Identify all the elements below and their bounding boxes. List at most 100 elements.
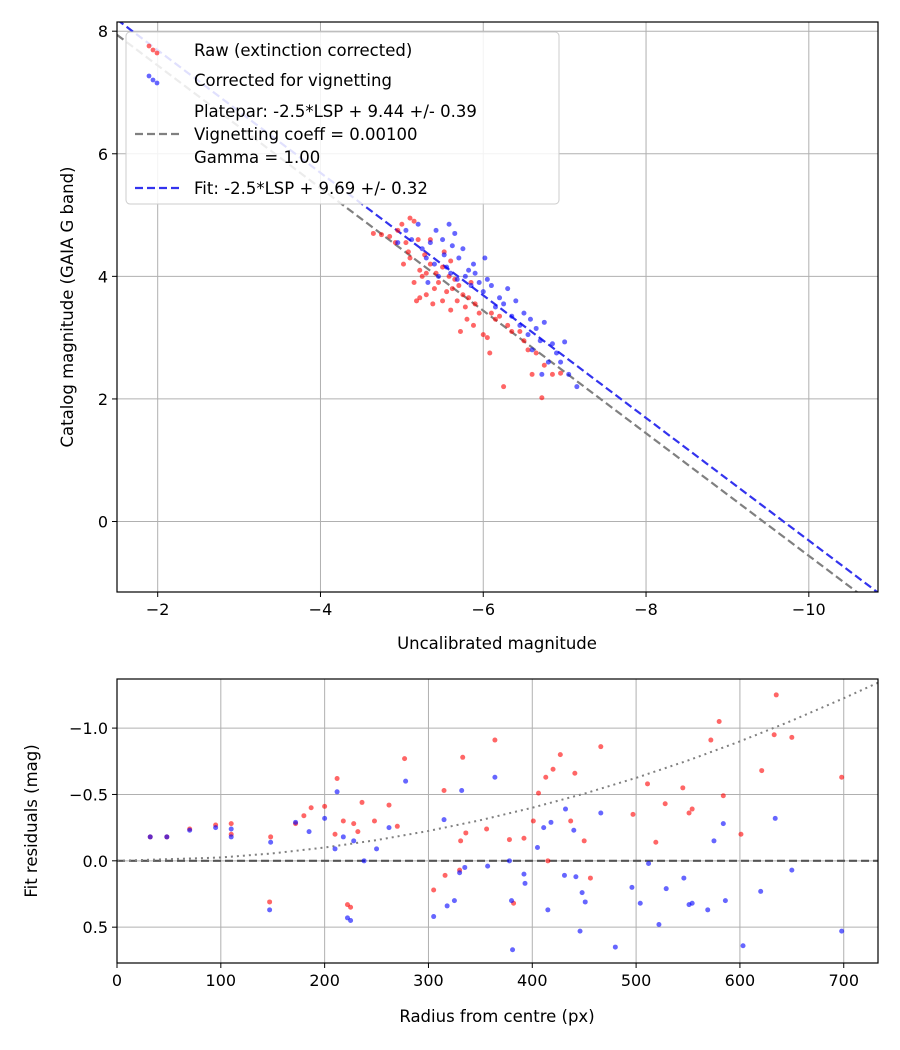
bottom-plot: 0 100 200 300 400 500 600 700 0.5 0.0 −0.5 −1.0 Rad…	[22, 678, 879, 1026]
data-point	[579, 890, 585, 896]
data-point	[441, 252, 447, 258]
data-point	[332, 831, 338, 837]
data-point	[456, 283, 462, 289]
data-point	[476, 310, 482, 316]
legend-corrected-label: Corrected for vignetting	[194, 71, 392, 90]
data-point	[521, 871, 527, 877]
data-point	[839, 928, 845, 934]
x-tick-label: 600	[725, 971, 756, 990]
data-point	[492, 316, 498, 322]
data-point	[572, 770, 578, 776]
data-point	[462, 864, 468, 870]
data-point	[582, 899, 588, 905]
data-point	[534, 845, 540, 851]
data-point	[301, 813, 307, 819]
data-point	[558, 370, 564, 376]
data-point	[530, 818, 536, 824]
data-point	[839, 774, 845, 780]
data-point	[686, 810, 692, 816]
data-point	[548, 819, 554, 825]
data-point	[463, 830, 469, 836]
x-tick-label: −6	[471, 600, 495, 619]
bottom-lines	[117, 681, 878, 862]
data-point	[789, 734, 795, 740]
data-point	[568, 818, 574, 824]
data-point	[267, 899, 273, 905]
data-point	[705, 907, 711, 913]
data-point	[587, 875, 593, 881]
data-point	[448, 270, 454, 276]
data-point	[228, 826, 234, 832]
data-point	[409, 237, 415, 243]
data-point	[663, 886, 669, 892]
data-point	[394, 823, 400, 829]
data-point	[462, 304, 468, 310]
data-point	[484, 335, 490, 341]
data-point	[773, 692, 779, 698]
bottom-axes-frame	[116, 678, 879, 964]
data-point	[425, 279, 431, 285]
data-point	[598, 810, 604, 816]
data-point	[440, 298, 446, 304]
x-tick-label: 700	[828, 971, 859, 990]
data-point	[525, 347, 531, 353]
data-point	[446, 221, 452, 227]
data-point	[573, 874, 579, 880]
data-point	[400, 261, 406, 267]
data-point	[441, 817, 447, 823]
data-point	[543, 774, 549, 780]
x-tick-label: 400	[517, 971, 548, 990]
x-tick-label: 300	[413, 971, 444, 990]
y-tick-label: −1.0	[69, 719, 108, 738]
data-point	[680, 785, 686, 791]
data-point	[521, 835, 527, 841]
data-point	[492, 774, 498, 780]
data-point	[488, 283, 494, 289]
data-point	[386, 825, 392, 831]
data-point	[433, 227, 439, 233]
data-point	[574, 384, 580, 390]
y-tick-label: 6	[98, 145, 108, 164]
x-tick-label: −4	[309, 600, 333, 619]
data-point	[521, 338, 527, 344]
legend-platepar-line-2: Vignetting coeff = 0.00100	[194, 125, 418, 144]
data-point	[427, 240, 433, 246]
data-point	[509, 313, 515, 319]
data-point	[716, 718, 722, 724]
data-point	[656, 922, 662, 928]
data-point	[332, 846, 338, 852]
data-point	[510, 947, 516, 953]
data-point	[689, 900, 695, 906]
data-point	[653, 839, 659, 845]
bottom-ylabel: Fit residuals (mag)	[22, 744, 41, 897]
data-point	[472, 301, 478, 307]
data-point	[497, 313, 503, 319]
data-point	[414, 298, 420, 304]
data-point	[355, 829, 361, 835]
data-point	[722, 898, 728, 904]
data-point	[662, 801, 668, 807]
data-point	[470, 322, 476, 328]
data-point	[509, 329, 515, 335]
data-point	[403, 778, 409, 784]
data-point	[427, 261, 433, 267]
data-point	[435, 273, 441, 279]
data-point	[407, 215, 413, 221]
data-point	[550, 766, 556, 772]
data-point	[522, 880, 528, 886]
data-point	[334, 776, 340, 782]
data-point	[399, 221, 405, 227]
data-point	[395, 227, 401, 233]
data-point	[468, 283, 474, 289]
data-point	[758, 888, 764, 894]
data-point	[492, 737, 498, 743]
data-point	[566, 371, 572, 377]
data-point	[545, 858, 551, 864]
data-point	[488, 310, 494, 316]
data-point	[541, 362, 547, 368]
data-point	[415, 221, 421, 227]
data-point	[402, 756, 408, 762]
data-point	[411, 279, 417, 285]
data-point	[322, 803, 328, 809]
